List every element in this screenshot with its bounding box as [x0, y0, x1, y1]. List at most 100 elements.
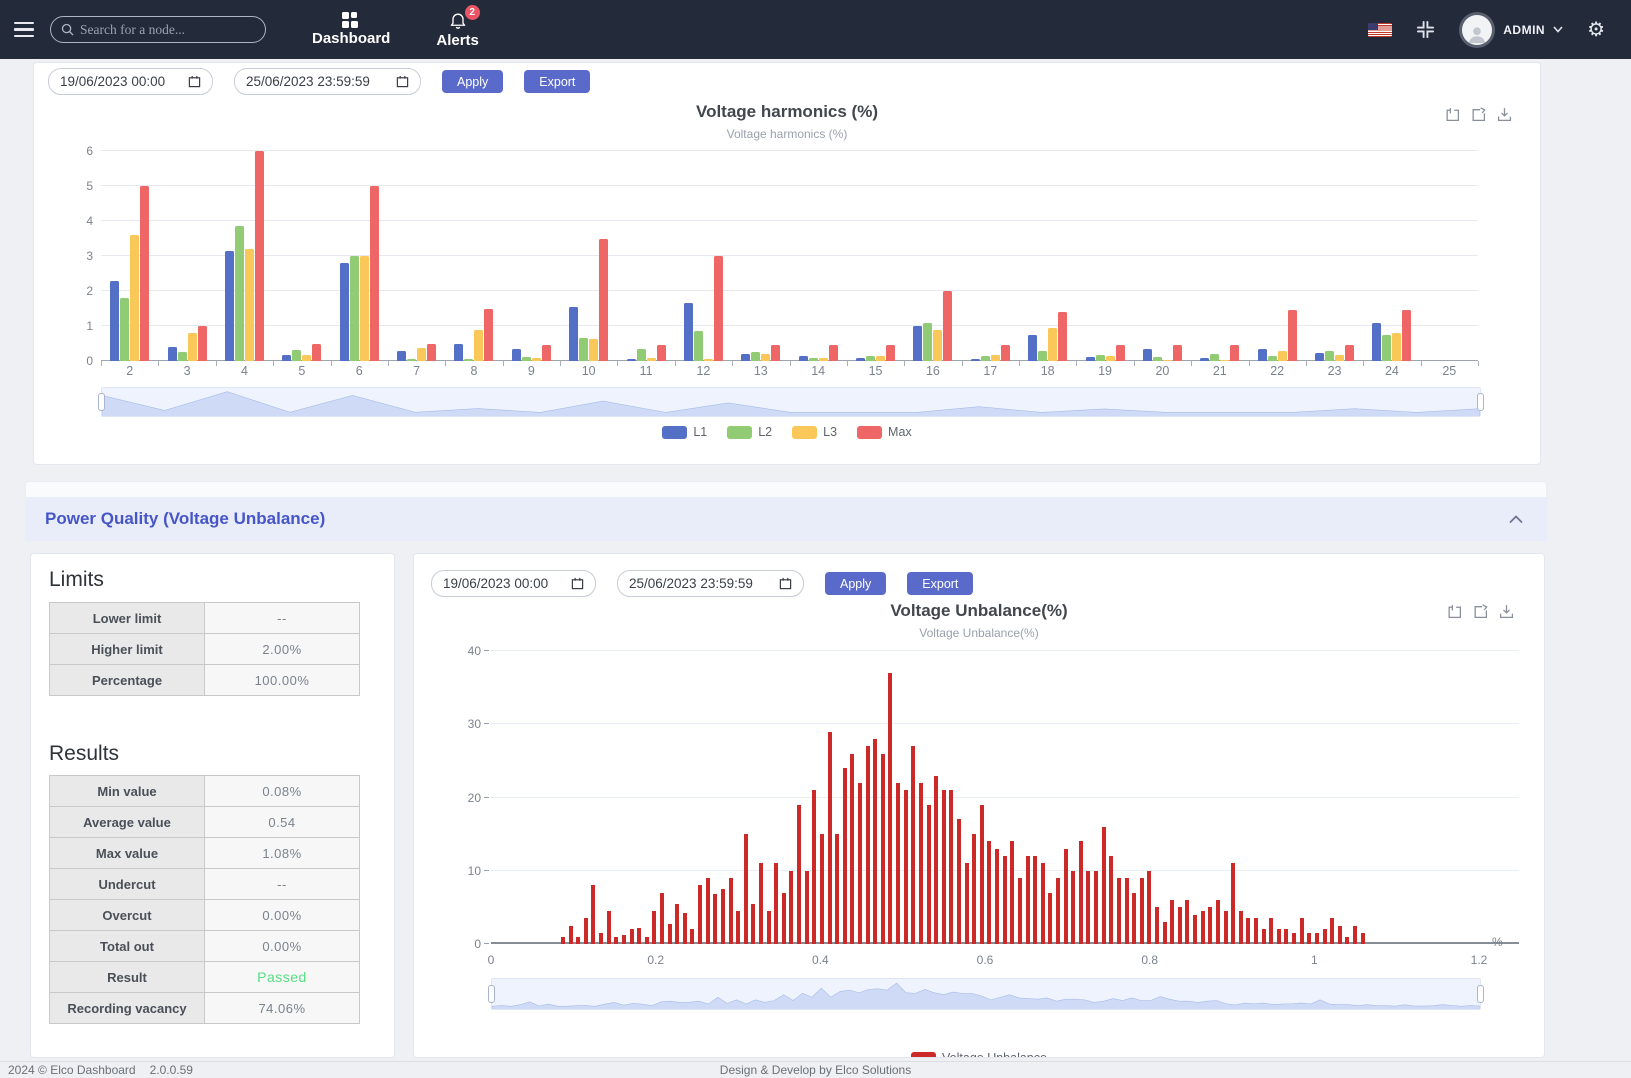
histogram-bar	[1017, 878, 1022, 944]
histogram-bar	[911, 746, 916, 944]
date-from-input[interactable]	[48, 68, 213, 95]
legend-item[interactable]: L2	[727, 425, 772, 439]
legend-item[interactable]: L3	[792, 425, 837, 439]
bar-l2-13	[751, 352, 761, 361]
histogram-bar	[576, 936, 581, 944]
language-flag-icon[interactable]	[1368, 22, 1393, 37]
x-tick-label: 12	[696, 364, 711, 378]
bar-l3-13	[761, 354, 771, 361]
legend-item[interactable]: L1	[662, 425, 707, 439]
bar-max-20	[1172, 345, 1182, 361]
x-tick	[1420, 361, 1422, 366]
histogram-bar	[1238, 911, 1243, 944]
bar-l1-10	[569, 306, 579, 361]
bar-group-8	[445, 151, 502, 361]
nav-dashboard-label: Dashboard	[312, 30, 391, 47]
chevron-up-icon[interactable]	[1509, 514, 1523, 524]
bar-l3-2	[130, 235, 140, 361]
histogram-bar	[1314, 933, 1319, 944]
slider-handle-right[interactable]	[1477, 985, 1484, 1003]
bar-l2-18	[1038, 350, 1048, 361]
histogram-bar	[743, 834, 748, 944]
histogram-bar	[1155, 907, 1160, 944]
table-row: Undercut --	[49, 868, 360, 900]
histogram-bar	[1116, 878, 1121, 944]
histogram-bar	[1215, 900, 1220, 944]
grid-line	[101, 185, 1478, 186]
restore-icon[interactable]	[1471, 107, 1486, 122]
download-icon[interactable]	[1497, 107, 1512, 122]
date-from-input[interactable]	[431, 570, 596, 597]
date-to-input[interactable]	[234, 68, 421, 95]
table-row: Result Passed	[49, 961, 360, 993]
y-tick-label: 5	[86, 179, 93, 193]
data-zoom-icon[interactable]	[1447, 604, 1462, 619]
voltage-harmonics-panel: Apply Export Voltage harmonics (%) Volta…	[33, 62, 1541, 465]
bar-l3-21	[1220, 359, 1230, 361]
date-to-input[interactable]	[617, 570, 804, 597]
slider-handle-right[interactable]	[1477, 393, 1484, 411]
nav-alerts[interactable]: 2 Alerts	[436, 5, 480, 49]
bell-icon	[450, 13, 465, 29]
apply-button[interactable]: Apply	[442, 70, 504, 93]
date-from-value[interactable]	[60, 74, 178, 89]
histogram-bar	[1010, 841, 1015, 944]
data-zoom-icon[interactable]	[1445, 107, 1460, 122]
legend-item[interactable]: Voltage Unbalance	[911, 1051, 1047, 1057]
bar-l2-23	[1325, 351, 1335, 361]
bar-l3-4	[244, 249, 254, 361]
menu-icon[interactable]	[14, 18, 34, 42]
nav-dashboard[interactable]: Dashboard	[312, 12, 390, 47]
x-tick-label: 0.8	[1141, 953, 1158, 967]
row-value: 0.54	[204, 806, 360, 838]
histogram-bar	[1193, 914, 1198, 944]
chevron-down-icon	[1553, 26, 1563, 33]
x-tick	[1191, 361, 1193, 366]
histogram-bar	[766, 911, 771, 944]
date-to-value[interactable]	[629, 576, 769, 591]
slider-handle-left[interactable]	[488, 985, 495, 1003]
histogram-bar	[1231, 863, 1236, 944]
histogram-bar	[1254, 918, 1259, 944]
search-input[interactable]	[80, 21, 255, 38]
restore-icon[interactable]	[1473, 604, 1488, 619]
bar-max-22	[1287, 310, 1297, 361]
date-from-value[interactable]	[443, 576, 561, 591]
date-to-value[interactable]	[246, 74, 386, 89]
histogram-bar	[842, 768, 847, 944]
histogram-bar	[1337, 925, 1342, 944]
apply-button[interactable]: Apply	[825, 572, 887, 595]
bar-group-13	[732, 151, 789, 361]
table-row: Recording vacancy 74.06%	[49, 992, 360, 1024]
download-icon[interactable]	[1499, 604, 1514, 619]
x-tick-label: 18	[1040, 364, 1055, 378]
histogram-bar	[1025, 856, 1030, 944]
histogram-bar	[599, 933, 604, 944]
settings-gear-icon[interactable]: ⚙	[1587, 18, 1605, 41]
data-zoom-slider[interactable]	[98, 387, 1484, 417]
export-button[interactable]: Export	[907, 572, 974, 595]
fullscreen-icon[interactable]	[1416, 20, 1435, 39]
bar-l1-4	[224, 250, 234, 361]
x-tick-label: 10	[581, 364, 596, 378]
results-heading: Results	[49, 742, 120, 765]
bar-l2-3	[177, 352, 187, 361]
bar-l1-23	[1315, 353, 1325, 361]
slider-handle-left[interactable]	[98, 393, 105, 411]
export-button[interactable]: Export	[524, 70, 591, 93]
x-tick	[158, 361, 160, 366]
search-box[interactable]	[50, 16, 266, 43]
histogram-bar	[1200, 911, 1205, 944]
histogram-bar	[1246, 918, 1251, 944]
data-zoom-slider[interactable]	[488, 978, 1484, 1010]
footer-copyright: 2024 © Elco Dashboard	[8, 1063, 136, 1077]
legend-item[interactable]: Max	[857, 425, 912, 439]
legend-swatch	[727, 425, 753, 439]
bar-group-11	[617, 151, 674, 361]
histogram-bar	[873, 738, 878, 944]
power-quality-section-header[interactable]: Power Quality (Voltage Unbalance)	[25, 497, 1547, 541]
row-value: 1.08%	[204, 837, 360, 869]
x-tick-label: 2	[126, 364, 134, 378]
user-menu[interactable]: ADMIN	[1459, 11, 1563, 48]
row-value: Passed	[204, 961, 360, 993]
